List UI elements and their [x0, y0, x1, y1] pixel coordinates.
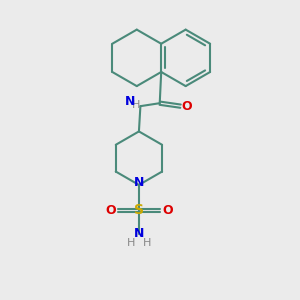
Text: N: N [134, 176, 144, 189]
Text: O: O [105, 204, 116, 217]
Text: H: H [126, 238, 135, 248]
Text: S: S [134, 203, 144, 217]
Text: N: N [125, 95, 135, 108]
Text: H: H [143, 238, 152, 248]
Text: N: N [134, 227, 144, 241]
Text: O: O [182, 100, 192, 113]
Text: O: O [162, 204, 173, 217]
Text: H: H [131, 100, 140, 110]
